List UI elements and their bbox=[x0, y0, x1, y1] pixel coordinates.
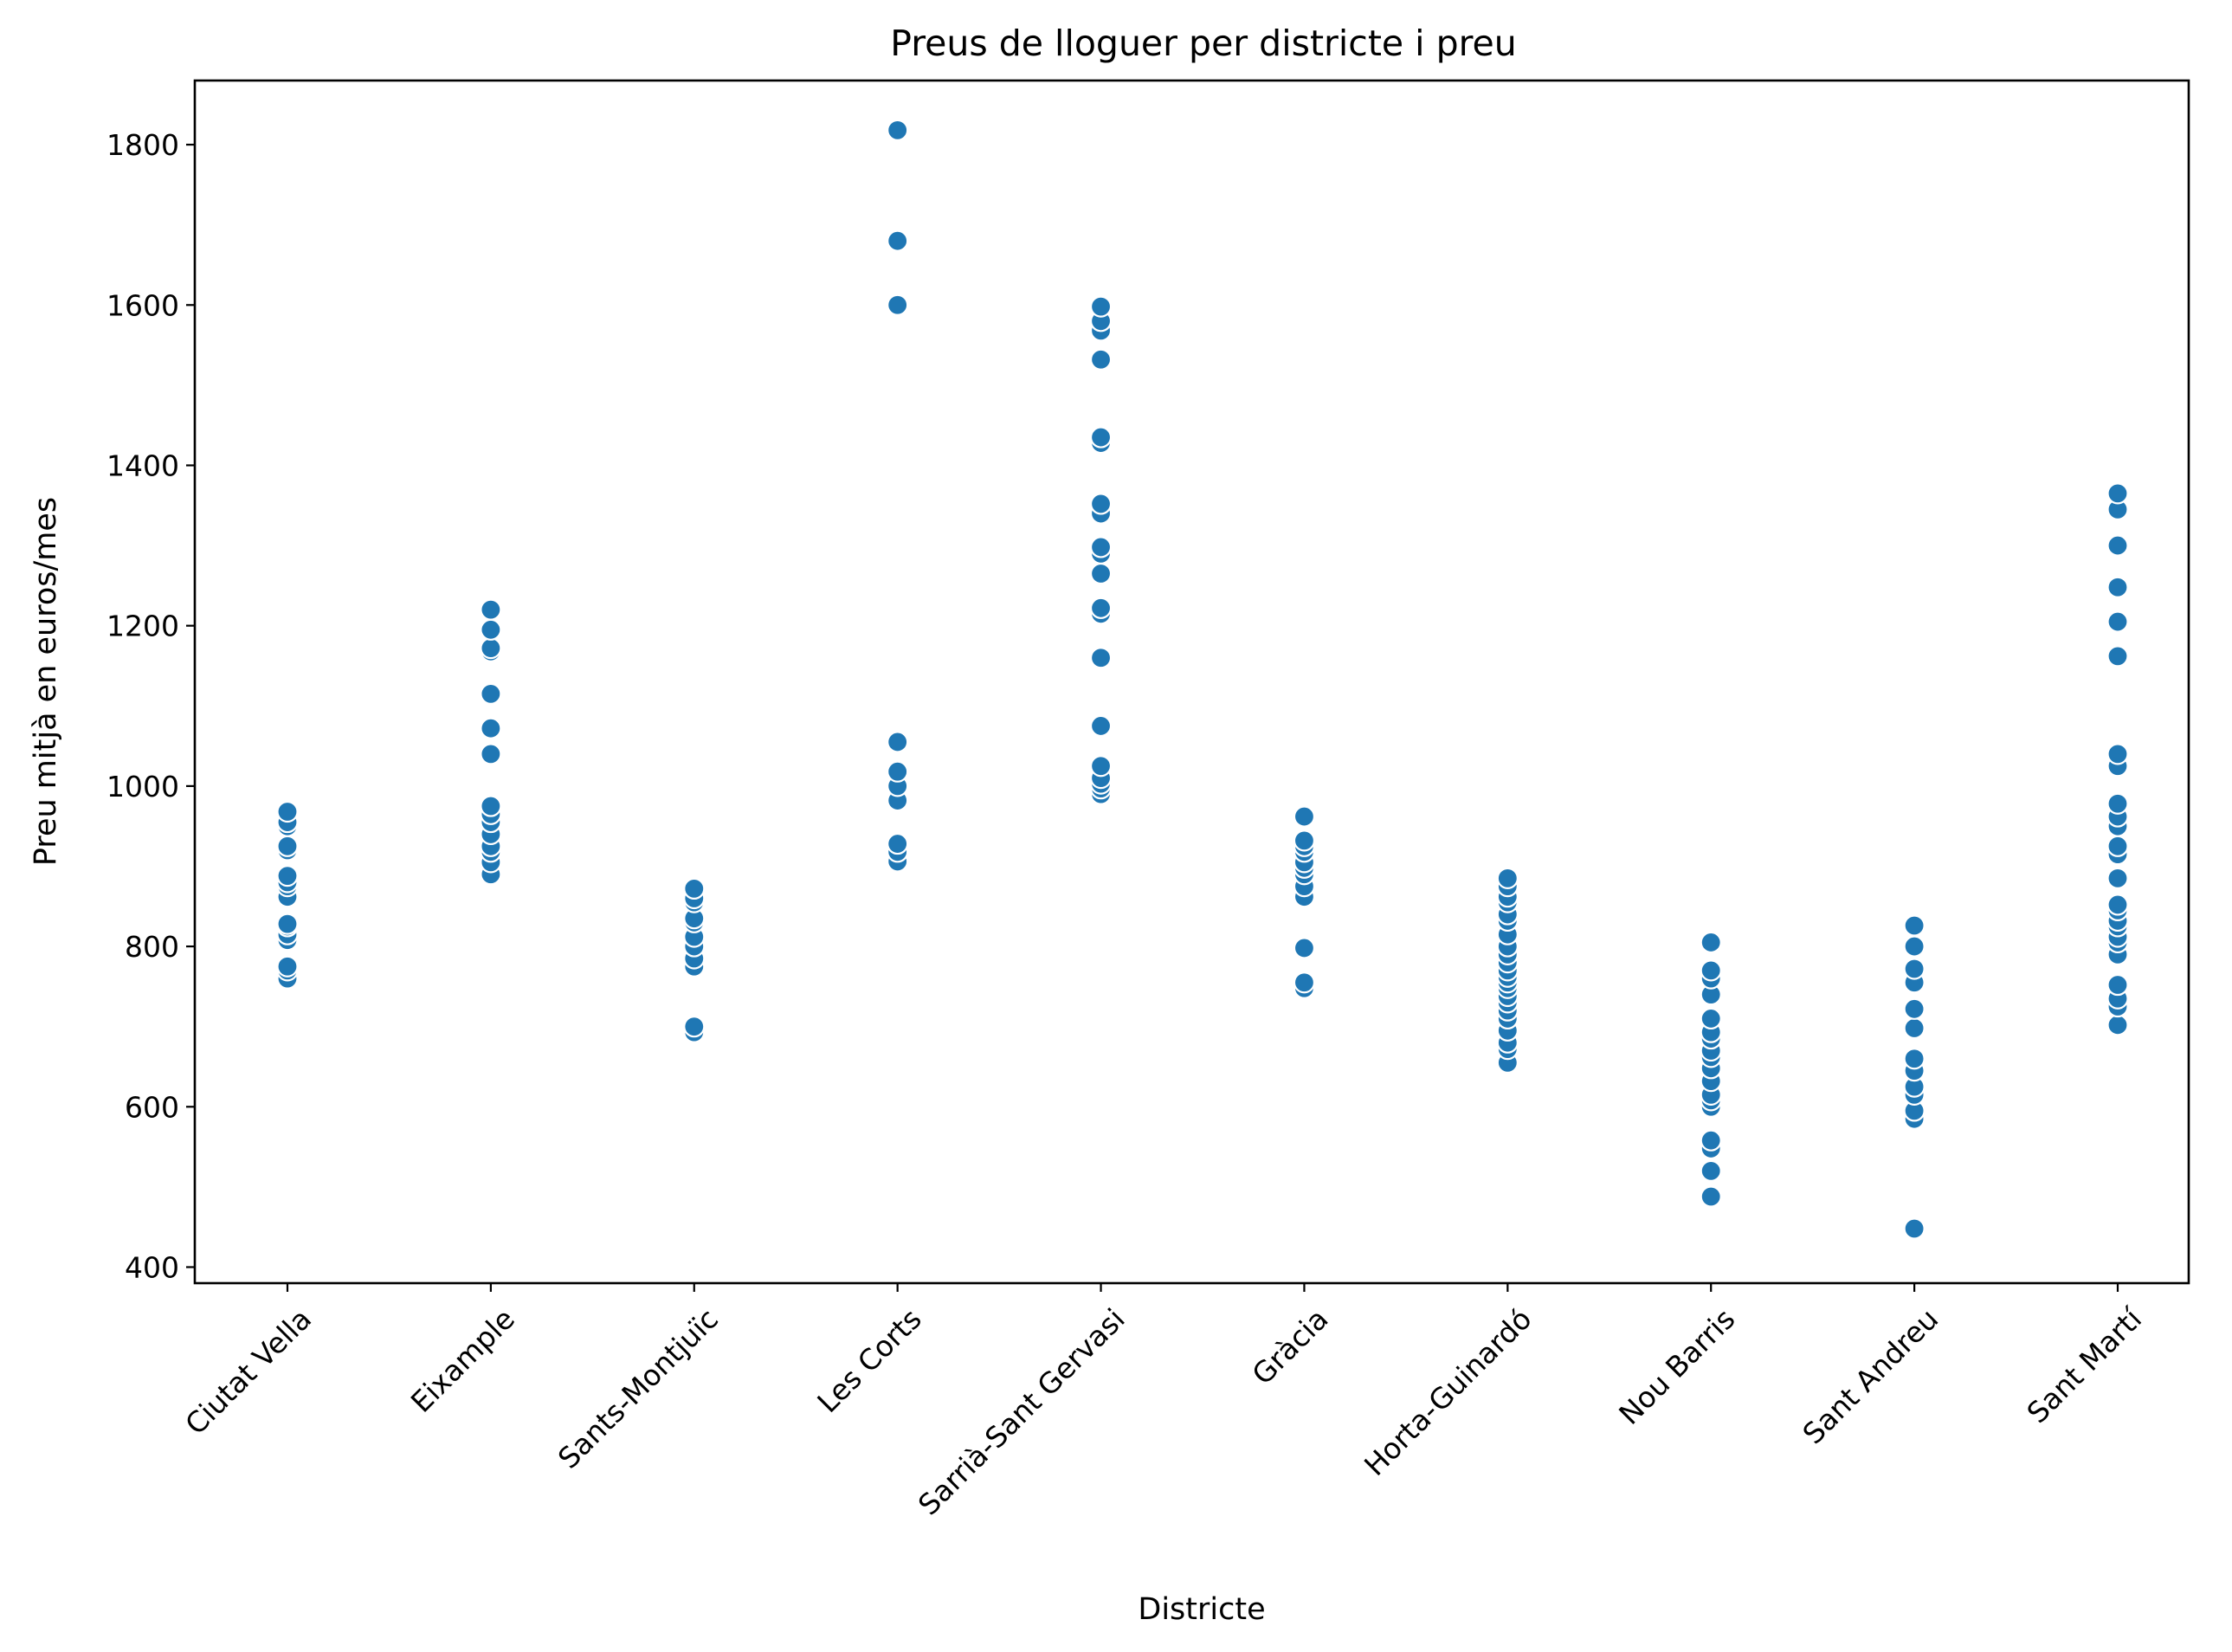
data-point-sant-marti-19 bbox=[2106, 743, 2129, 765]
data-point-nou-barris-18 bbox=[1700, 931, 1722, 954]
data-point-ciutat-vella-3 bbox=[276, 955, 299, 978]
data-point-sant-andreu-12 bbox=[1903, 935, 1926, 958]
data-point-nou-barris-4 bbox=[1700, 1129, 1722, 1152]
data-point-ciutat-vella-13 bbox=[276, 835, 299, 857]
data-point-les-corts-10 bbox=[887, 119, 909, 142]
y-tick-label-1800: 1800 bbox=[106, 128, 179, 162]
data-point-sarria-sant-gervasi-10 bbox=[1089, 562, 1113, 585]
data-point-sant-marti-1 bbox=[2106, 1014, 2129, 1036]
data-point-sant-andreu-8 bbox=[1903, 1016, 1926, 1040]
plot-area-frame bbox=[193, 79, 2190, 1285]
y-tick-label-600: 600 bbox=[125, 1090, 179, 1124]
y-tick-label-1400: 1400 bbox=[106, 448, 179, 482]
y-axis-label: Preu mitjà en euros/mes bbox=[29, 497, 63, 866]
data-point-les-corts-3 bbox=[887, 832, 909, 855]
data-point-sant-marti-22 bbox=[2106, 576, 2129, 598]
data-point-ciutat-vella-16 bbox=[276, 800, 299, 823]
data-point-sarria-sant-gervasi-20 bbox=[1089, 295, 1113, 318]
data-point-sant-marti-11 bbox=[2106, 894, 2129, 916]
data-point-sant-marti-21 bbox=[2106, 610, 2129, 633]
x-axis-label: Districte bbox=[1138, 1592, 1265, 1627]
data-point-les-corts-8 bbox=[887, 294, 909, 316]
data-point-gracia-11 bbox=[1293, 829, 1316, 852]
data-point-eixample-14 bbox=[480, 618, 502, 641]
data-point-les-corts-6 bbox=[887, 760, 909, 783]
y-tick-label-1000: 1000 bbox=[106, 770, 179, 803]
data-point-sarria-sant-gervasi-12 bbox=[1089, 536, 1113, 558]
data-point-sant-marti-25 bbox=[2106, 482, 2129, 505]
data-point-sarria-sant-gervasi-6 bbox=[1089, 714, 1113, 738]
data-point-gracia-12 bbox=[1293, 805, 1316, 828]
data-point-sarria-sant-gervasi-16 bbox=[1089, 426, 1113, 448]
points-layer bbox=[276, 119, 2129, 1240]
data-point-sant-marti-12 bbox=[2106, 867, 2129, 889]
data-point-sant-andreu-9 bbox=[1903, 997, 1926, 1020]
y-tick-label-1600: 1600 bbox=[106, 288, 179, 322]
data-point-eixample-10 bbox=[480, 717, 502, 739]
data-point-sarria-sant-gervasi-5 bbox=[1089, 755, 1113, 778]
data-point-eixample-9 bbox=[480, 743, 502, 765]
data-point-nou-barris-2 bbox=[1700, 1159, 1722, 1182]
data-point-sants-montjuic-11 bbox=[683, 877, 706, 900]
data-point-sants-montjuic-2 bbox=[683, 1016, 706, 1038]
data-point-nou-barris-1 bbox=[1700, 1185, 1722, 1208]
data-point-sarria-sant-gervasi-7 bbox=[1089, 647, 1113, 669]
data-point-sarria-sant-gervasi-17 bbox=[1089, 348, 1113, 371]
data-point-sant-marti-20 bbox=[2106, 645, 2129, 668]
data-point-sant-andreu-13 bbox=[1903, 914, 1926, 937]
data-point-sant-marti-23 bbox=[2106, 534, 2129, 557]
data-point-sant-marti-4 bbox=[2106, 973, 2129, 997]
data-point-sant-andreu-7 bbox=[1903, 1048, 1926, 1070]
data-point-sant-andreu-1 bbox=[1903, 1217, 1926, 1240]
chart-title: Preus de lloguer per districte i preu bbox=[890, 23, 1517, 64]
y-axis-ticks: 400 600 800 1000 1200 1400 1600 1800 bbox=[106, 128, 195, 1284]
data-point-gracia-2 bbox=[1293, 971, 1316, 994]
y-tick-label-800: 800 bbox=[125, 930, 179, 964]
data-point-les-corts-9 bbox=[887, 229, 909, 252]
data-point-sarria-sant-gervasi-14 bbox=[1089, 493, 1113, 515]
data-point-eixample-15 bbox=[480, 598, 502, 621]
data-point-sant-andreu-11 bbox=[1903, 958, 1926, 980]
data-point-eixample-13 bbox=[480, 637, 502, 660]
data-point-horta-guinardo-22 bbox=[1496, 867, 1519, 889]
data-point-nou-barris-14 bbox=[1700, 1007, 1722, 1030]
data-point-nou-barris-17 bbox=[1700, 959, 1722, 982]
data-point-les-corts-7 bbox=[887, 731, 909, 753]
y-tick-label-1200: 1200 bbox=[106, 610, 179, 643]
data-point-ciutat-vella-11 bbox=[276, 864, 299, 887]
data-point-eixample-11 bbox=[480, 682, 502, 705]
data-point-sarria-sant-gervasi-9 bbox=[1089, 597, 1113, 619]
data-point-eixample-8 bbox=[480, 795, 502, 817]
data-point-sant-marti-17 bbox=[2106, 792, 2129, 815]
data-point-gracia-3 bbox=[1293, 937, 1316, 959]
data-point-sant-marti-14 bbox=[2106, 835, 2129, 857]
y-tick-label-400: 400 bbox=[125, 1250, 179, 1284]
data-point-ciutat-vella-7 bbox=[276, 913, 299, 935]
